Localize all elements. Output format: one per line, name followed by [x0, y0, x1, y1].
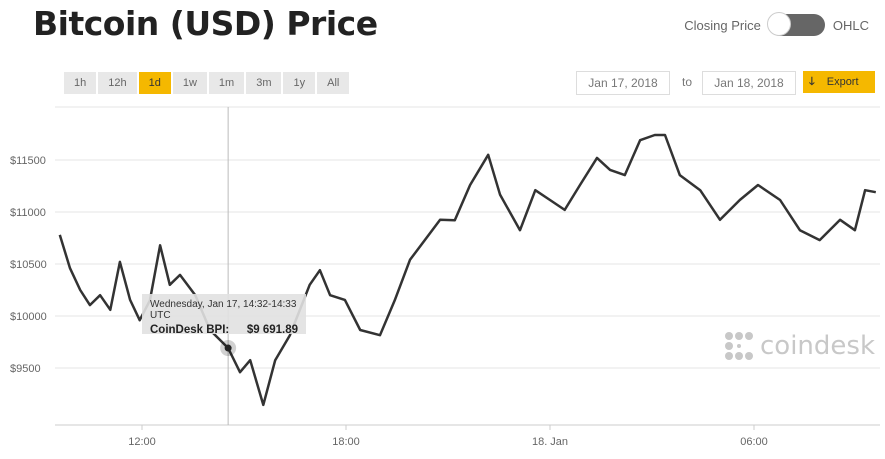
to-label: to: [682, 75, 693, 89]
logo-text: coindesk: [760, 331, 876, 361]
price-line: [58, 133, 877, 407]
y-tick-label: $11000: [10, 207, 46, 219]
tooltip-time: Wednesday, Jan 17, 14:32-14:33 UTC: [150, 299, 297, 321]
y-tick-label: $10000: [10, 311, 47, 323]
range-1d[interactable]: 1d: [138, 72, 171, 94]
export-label: Export: [826, 76, 859, 88]
price-mode-toggle-group: Closing Price OHLC: [684, 12, 869, 36]
hover-point: [224, 344, 232, 352]
range-1h[interactable]: 1h: [64, 72, 97, 94]
x-tick-label: 12:00: [128, 436, 156, 448]
range-All[interactable]: All: [317, 72, 350, 94]
date-from-input[interactable]: Jan 17, 2018: [576, 71, 670, 95]
tooltip-label: CoinDesk BPI:: [150, 324, 230, 336]
date-to-input[interactable]: Jan 18, 2018: [702, 71, 796, 95]
x-tick-label: 18:00: [332, 436, 360, 448]
range-1m[interactable]: 1m: [208, 72, 245, 94]
range-12h[interactable]: 12h: [98, 72, 137, 94]
coindesk-logo: coindesk: [724, 331, 875, 361]
range-1w[interactable]: 1w: [172, 72, 207, 94]
range-selector: 1h 12h 1d 1w 1m 3m 1y All: [64, 72, 350, 94]
tooltip: Wednesday, Jan 17, 14:32-14:33 UTC CoinD…: [142, 294, 306, 336]
range-1y[interactable]: 1y: [283, 72, 316, 94]
ohlc-label: OHLC: [832, 17, 869, 33]
price-mode-toggle[interactable]: [766, 12, 825, 36]
download-arrow-icon: 🡓: [809, 76, 815, 88]
page-title: Bitcoin (USD) Price: [33, 4, 378, 43]
tooltip-value: $9 691.89: [246, 324, 298, 336]
range-3m[interactable]: 3m: [246, 72, 282, 94]
export-button[interactable]: 🡓 Export: [803, 71, 875, 93]
x-tick-label: 18. Jan: [532, 436, 568, 448]
y-tick-label: $10500: [10, 259, 47, 271]
y-tick-label: $11500: [10, 155, 46, 167]
toggle-knob[interactable]: [766, 12, 791, 36]
y-tick-label: $9500: [10, 363, 41, 375]
x-tick-label: 06:00: [740, 436, 768, 448]
coindesk-logo-icon: [725, 332, 753, 360]
closing-price-label: Closing Price: [684, 17, 761, 33]
